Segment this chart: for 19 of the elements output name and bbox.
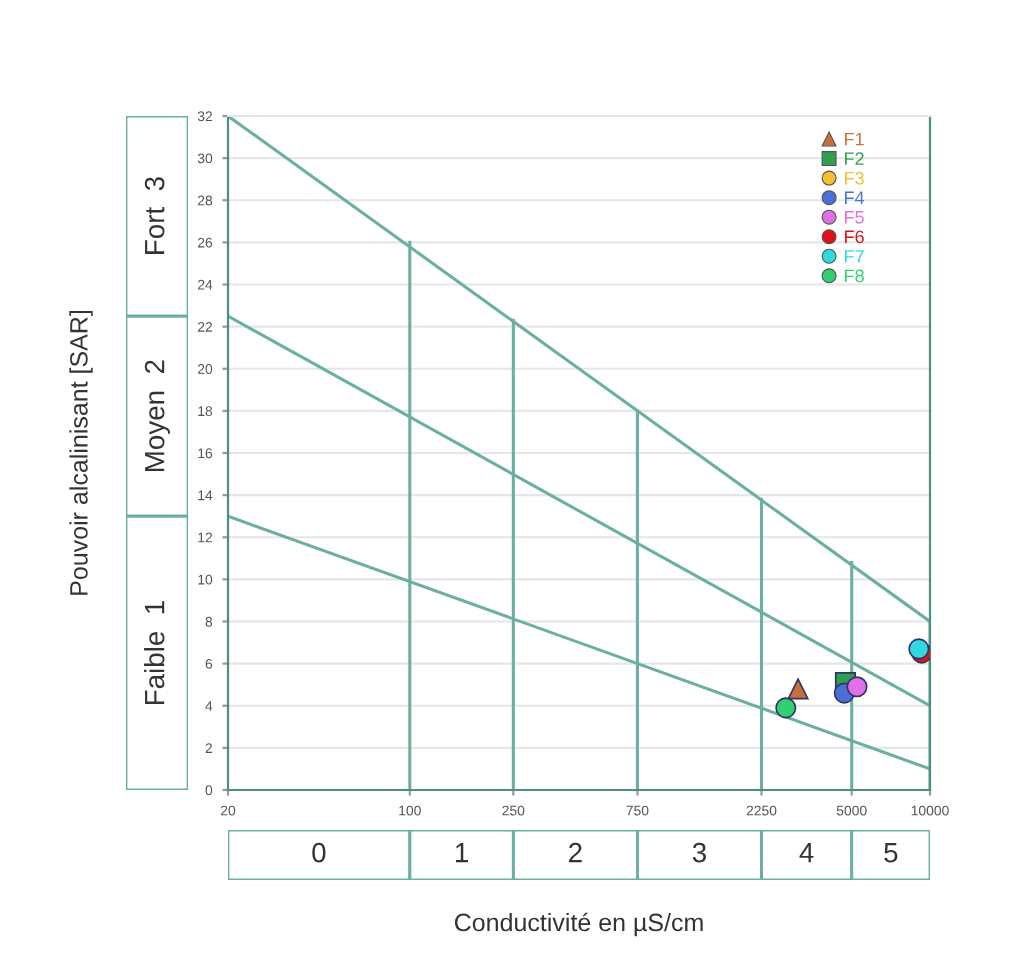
- legend-label: F7: [845, 250, 864, 263]
- text: 4: [799, 843, 814, 863]
- y-axis-title: Pouvoir alcalinisant [SAR]: [69, 310, 93, 595]
- legend-label: F1: [845, 132, 864, 146]
- legend-label: F8: [845, 269, 864, 283]
- text: Fort 3: [144, 177, 165, 254]
- legend-label: F4: [845, 191, 865, 204]
- text: Moyen 2: [144, 360, 170, 471]
- legend-label: F2: [845, 152, 864, 165]
- text: 1: [455, 843, 468, 863]
- text: Faible 1: [144, 601, 165, 705]
- text: 5: [884, 843, 898, 863]
- text: 2: [569, 842, 582, 863]
- text: 0: [312, 842, 326, 863]
- legend-label: F5: [845, 211, 864, 224]
- text: 3: [692, 842, 706, 863]
- x-axis-title: Conductivité en µS/cm: [454, 912, 703, 937]
- legend-label: F6: [845, 230, 864, 244]
- legend-label: F3: [845, 171, 864, 185]
